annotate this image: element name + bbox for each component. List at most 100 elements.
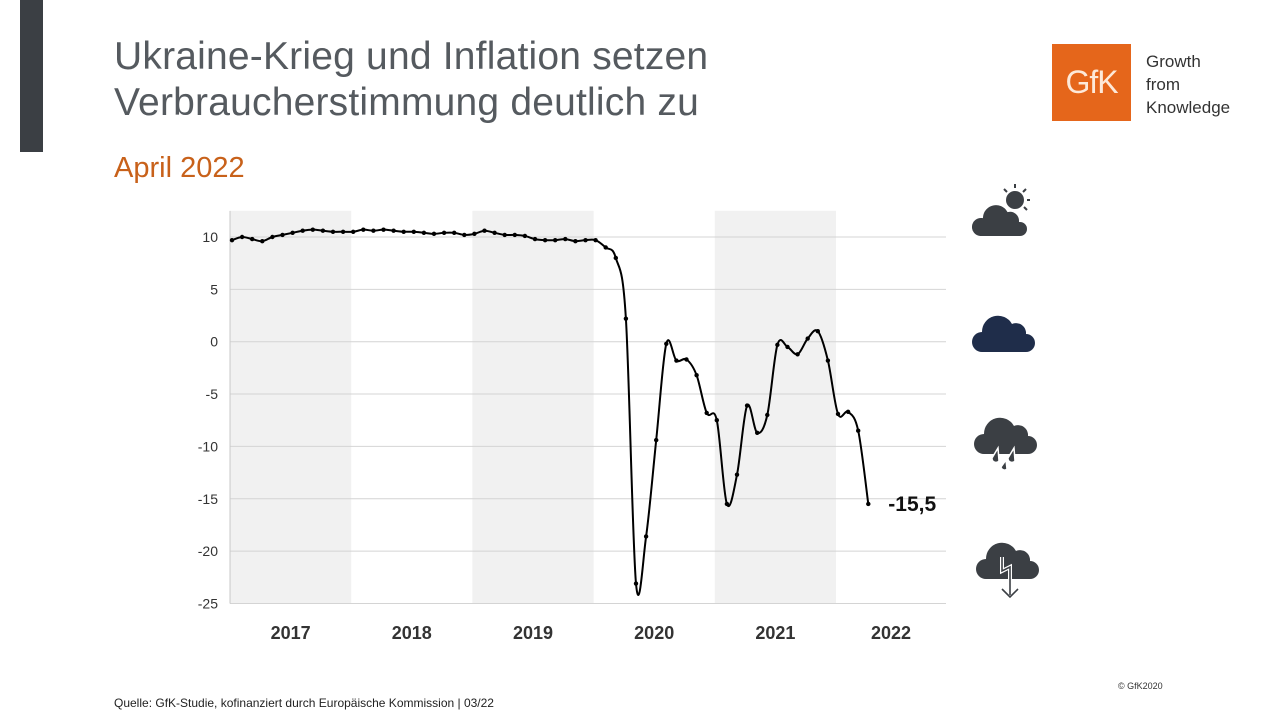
data-point xyxy=(553,237,558,243)
y-tick-label: -15 xyxy=(198,491,218,507)
data-point xyxy=(330,229,336,234)
data-point xyxy=(593,237,598,243)
data-point xyxy=(643,534,649,539)
data-point xyxy=(573,238,578,244)
year-band xyxy=(714,210,836,604)
year-label: 2021 xyxy=(755,623,795,643)
y-tick-label: 0 xyxy=(210,334,218,350)
title-line-1: Ukraine-Krieg und Inflation setzen xyxy=(114,35,709,78)
data-point xyxy=(320,228,326,233)
last-value-label: -15,5 xyxy=(888,493,936,516)
data-point xyxy=(724,501,730,507)
logo-tagline: Growth from Knowledge xyxy=(1146,50,1230,119)
data-point xyxy=(856,428,861,433)
accent-bar xyxy=(20,0,43,152)
data-point xyxy=(472,231,477,237)
data-point xyxy=(674,358,679,363)
year-band xyxy=(472,210,594,604)
data-point xyxy=(795,352,800,357)
data-point xyxy=(835,411,841,417)
data-point xyxy=(613,255,618,261)
data-point xyxy=(664,341,669,346)
y-tick-label: 5 xyxy=(210,281,218,297)
data-point xyxy=(441,230,447,236)
year-label: 2020 xyxy=(634,623,674,643)
data-point xyxy=(452,230,457,236)
subtitle: April 2022 xyxy=(114,152,245,184)
page-title: Ukraine-Krieg und Inflation setzen Verbr… xyxy=(114,34,708,126)
data-point xyxy=(502,232,507,238)
data-point xyxy=(654,437,659,443)
data-point xyxy=(845,409,851,415)
data-point xyxy=(805,336,810,341)
data-point xyxy=(229,237,235,243)
data-point xyxy=(603,245,608,250)
data-point xyxy=(431,231,437,237)
data-point xyxy=(351,229,356,234)
data-point xyxy=(714,418,719,423)
data-point xyxy=(280,232,285,238)
data-point xyxy=(482,228,487,233)
logo-text: GfK xyxy=(1065,64,1118,100)
data-point xyxy=(310,227,315,232)
data-point xyxy=(270,234,275,240)
data-point xyxy=(734,472,740,477)
data-point xyxy=(775,342,780,348)
year-label: 2022 xyxy=(871,623,911,643)
data-point xyxy=(421,230,427,236)
y-tick-label: -25 xyxy=(198,595,218,611)
data-point xyxy=(542,237,548,243)
y-tick-label: -10 xyxy=(198,438,218,454)
year-label: 2018 xyxy=(392,623,432,643)
data-point xyxy=(371,228,376,233)
data-point xyxy=(381,227,386,232)
title-line-2: Verbraucherstimmung deutlich zu xyxy=(114,81,699,124)
copyright: © GfK2020 xyxy=(1118,681,1163,691)
data-point xyxy=(583,237,588,243)
data-point xyxy=(250,236,255,242)
gfk-logo: GfK xyxy=(1052,44,1131,121)
data-point xyxy=(563,236,568,242)
data-point xyxy=(522,233,528,239)
year-band xyxy=(230,210,352,604)
tagline-line: Growth xyxy=(1146,52,1201,71)
data-point xyxy=(411,229,416,234)
data-point xyxy=(340,229,346,234)
y-tick-label: 10 xyxy=(202,229,218,245)
data-point xyxy=(512,232,517,238)
cloud-sun-icon xyxy=(972,184,1030,238)
data-point xyxy=(765,412,770,418)
data-point xyxy=(866,501,871,507)
data-point xyxy=(290,230,295,236)
cloud-icon xyxy=(972,315,1035,352)
year-label: 2017 xyxy=(271,623,311,643)
y-tick-label: -5 xyxy=(206,386,219,402)
data-point xyxy=(684,357,689,362)
data-point xyxy=(361,227,366,232)
tagline-line: Knowledge xyxy=(1146,98,1231,117)
data-point xyxy=(300,228,305,233)
data-point xyxy=(815,329,820,334)
data-point xyxy=(260,238,265,244)
data-point xyxy=(633,581,639,586)
data-point xyxy=(785,344,790,350)
data-point xyxy=(694,373,699,378)
data-point xyxy=(532,236,538,242)
data-point xyxy=(755,430,760,435)
y-tick-label: -20 xyxy=(198,543,218,559)
source-note: Quelle: GfK-Studie, kofinanziert durch E… xyxy=(114,696,494,710)
data-point xyxy=(744,403,750,408)
cloud-lightning-icon xyxy=(976,542,1039,600)
data-point xyxy=(391,228,396,233)
tagline-line: from xyxy=(1146,75,1180,94)
data-point xyxy=(623,316,629,321)
data-point xyxy=(704,410,709,416)
data-point xyxy=(462,232,467,238)
data-point xyxy=(239,234,245,240)
cloud-rain-icon xyxy=(974,417,1037,471)
data-point xyxy=(401,229,406,234)
data-point xyxy=(492,230,497,236)
data-point xyxy=(825,358,831,363)
year-label: 2019 xyxy=(513,623,553,643)
